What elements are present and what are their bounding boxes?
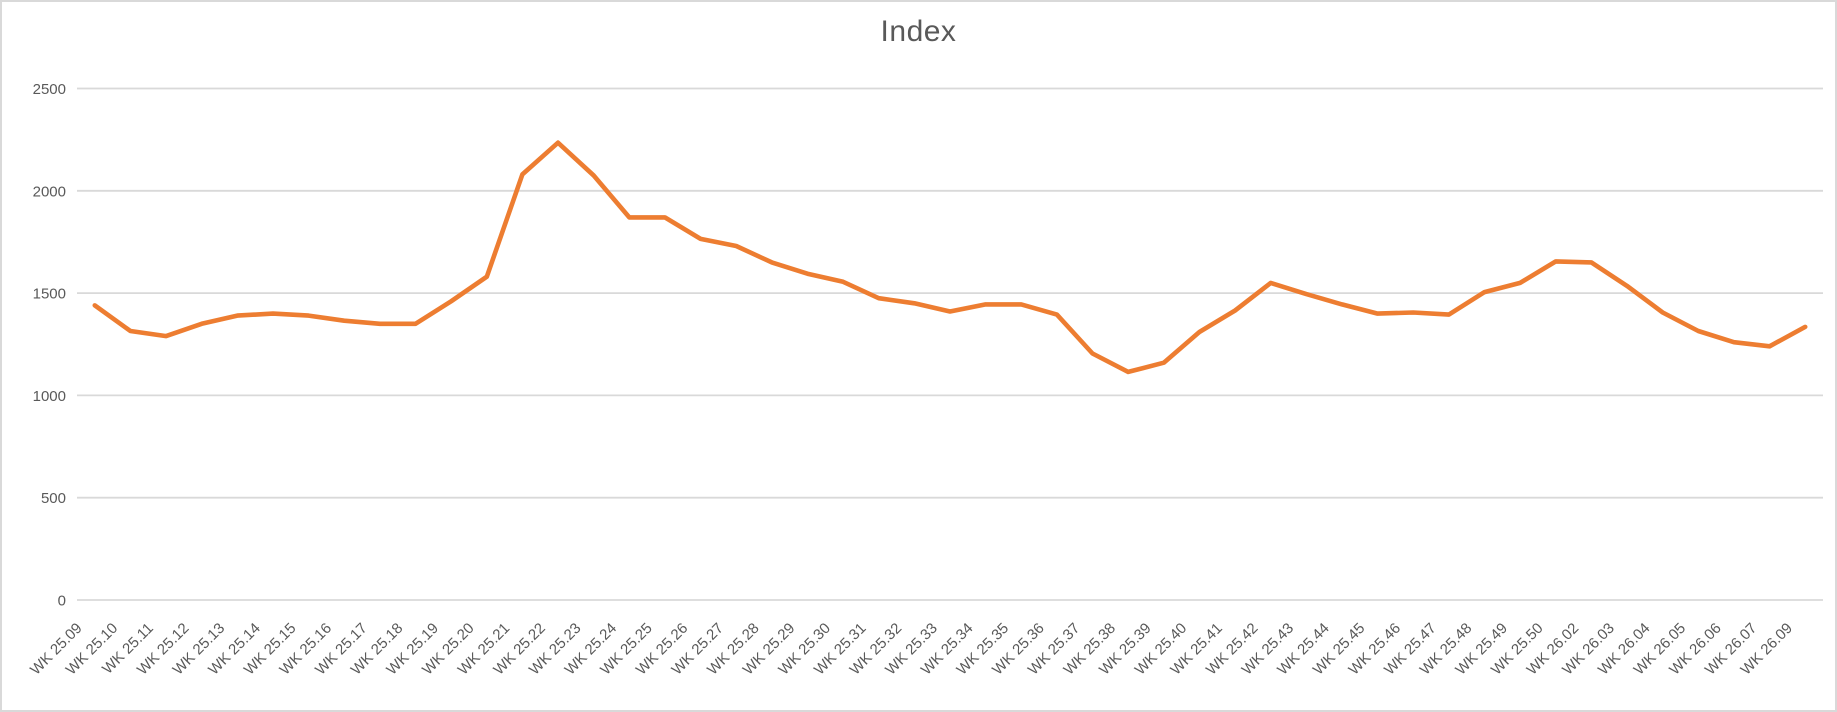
y-axis-label: 1000 xyxy=(33,388,66,405)
y-axis-label: 2000 xyxy=(33,183,66,200)
y-axis-label: 2500 xyxy=(33,81,66,98)
y-axis-label: 0 xyxy=(58,593,66,610)
y-axis-label: 1500 xyxy=(33,286,66,303)
index-line-series xyxy=(92,140,1808,375)
y-axis-label: 500 xyxy=(41,490,66,507)
chart-title: Index xyxy=(880,15,957,48)
